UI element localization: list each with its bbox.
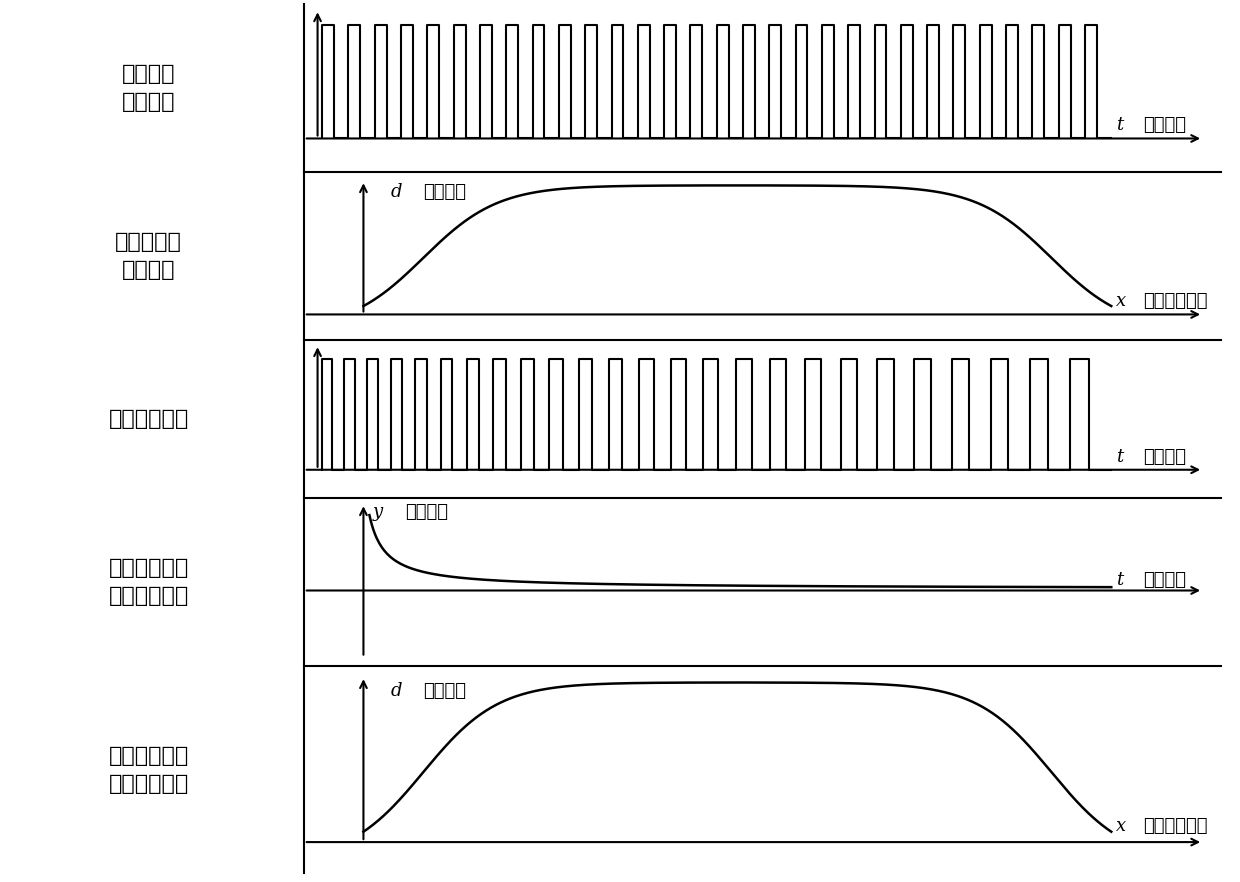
Text: y: y bbox=[372, 503, 383, 520]
Text: 根据距离变化
速率计算距离: 根据距离变化 速率计算距离 bbox=[109, 745, 188, 794]
Text: d: d bbox=[391, 183, 403, 201]
Text: x: x bbox=[1116, 817, 1126, 834]
Text: t: t bbox=[1116, 116, 1123, 134]
Text: （时间）: （时间） bbox=[1143, 448, 1187, 466]
Text: 被扫描目标
表面距离: 被扫描目标 表面距离 bbox=[115, 232, 182, 280]
Text: （时间）: （时间） bbox=[1143, 116, 1187, 134]
Text: （距离）: （距离） bbox=[423, 682, 466, 699]
Text: 根据频率计算
距离变化速率: 根据频率计算 距离变化速率 bbox=[109, 558, 188, 606]
Text: 高频调制
发射激光: 高频调制 发射激光 bbox=[122, 64, 176, 112]
Text: （距离）: （距离） bbox=[423, 183, 466, 201]
Text: （扫描位置）: （扫描位置） bbox=[1143, 817, 1208, 834]
Text: d: d bbox=[391, 682, 403, 699]
Text: （频率）: （频率） bbox=[404, 503, 448, 520]
Text: t: t bbox=[1116, 448, 1123, 466]
Text: t: t bbox=[1116, 572, 1123, 589]
Text: x: x bbox=[1116, 292, 1126, 310]
Text: 激光回波信号: 激光回波信号 bbox=[109, 409, 188, 429]
Text: （时间）: （时间） bbox=[1143, 572, 1187, 589]
Text: （扫描位置）: （扫描位置） bbox=[1143, 292, 1208, 310]
